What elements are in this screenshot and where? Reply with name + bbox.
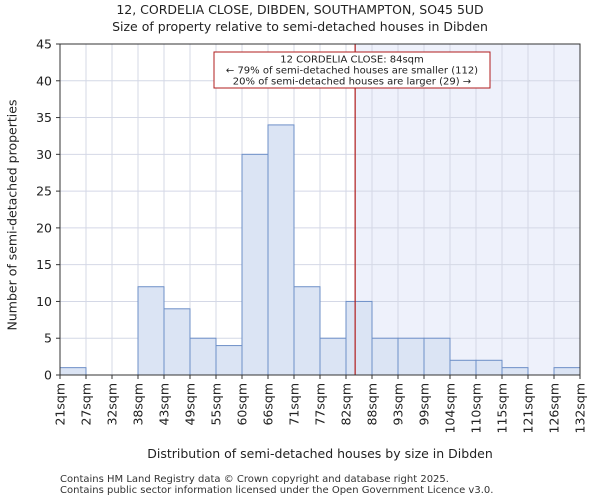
x-tick-label: 60sqm — [235, 383, 250, 426]
bar-49sqm — [189, 337, 217, 376]
y-tick-label: 30 — [36, 147, 52, 162]
x-tick-label: 71sqm — [287, 383, 302, 426]
bar-88sqm — [371, 337, 399, 376]
annotation-box — [213, 51, 491, 89]
chart-title: 12, CORDELIA CLOSE, DIBDEN, SOUTHAMPTON,… — [116, 2, 484, 17]
x-tick-label: 93sqm — [391, 383, 406, 426]
highlight-region — [355, 44, 580, 375]
bar-71sqm — [293, 286, 321, 376]
x-tick-label: 38sqm — [131, 383, 146, 426]
x-tick-label: 49sqm — [183, 383, 198, 426]
bar-55sqm — [215, 345, 243, 376]
x-tick-label: 110sqm — [469, 383, 484, 433]
x-tick-label: 126sqm — [547, 383, 562, 433]
y-tick-label: 5 — [44, 331, 52, 346]
x-tick-label: 55sqm — [209, 383, 224, 426]
bar-21sqm — [59, 367, 87, 376]
x-axis-label: Distribution of semi-detached houses by … — [147, 446, 493, 461]
x-tick-label: 82sqm — [339, 383, 354, 426]
x-tick-label: 121sqm — [521, 383, 536, 433]
y-tick-label: 35 — [36, 110, 52, 125]
bar-60sqm — [241, 153, 269, 376]
x-tick-label: 99sqm — [417, 383, 432, 426]
y-tick-label: 15 — [36, 257, 52, 272]
bar-82sqm — [345, 300, 373, 376]
x-tick-label: 88sqm — [365, 383, 380, 426]
chart-subtitle: Size of property relative to semi-detach… — [112, 19, 488, 34]
footer-line-2: Contains public sector information licen… — [60, 485, 494, 496]
bar-77sqm — [319, 337, 347, 376]
x-tick-label: 21sqm — [53, 383, 68, 426]
footer-line-1: Contains HM Land Registry data © Crown c… — [60, 474, 449, 485]
y-tick-label: 10 — [36, 294, 52, 309]
x-tick-label: 43sqm — [157, 383, 172, 426]
x-tick-label: 104sqm — [443, 383, 458, 433]
x-tick-label: 27sqm — [79, 383, 94, 426]
bar-43sqm — [163, 308, 191, 376]
annotation-line-3: 20% of semi-detached houses are larger (… — [233, 77, 471, 88]
y-tick-label: 0 — [44, 368, 52, 383]
y-tick-label: 45 — [36, 37, 52, 52]
x-tick-label: 32sqm — [105, 383, 120, 426]
bar-115sqm — [501, 367, 529, 376]
bar-110sqm — [475, 359, 503, 376]
bar-93sqm — [397, 337, 425, 376]
annotation-line-2: ← 79% of semi-detached houses are smalle… — [226, 66, 478, 77]
y-tick-label: 40 — [36, 73, 52, 88]
bar-126sqm — [553, 367, 581, 376]
bar-104sqm — [449, 359, 477, 376]
bar-99sqm — [423, 337, 451, 376]
x-tick-label: 132sqm — [573, 383, 588, 433]
y-tick-label: 25 — [36, 184, 52, 199]
x-tick-label: 115sqm — [495, 383, 510, 433]
x-tick-label: 77sqm — [313, 383, 328, 426]
bar-38sqm — [137, 286, 165, 376]
annotation-line-1: 12 CORDELIA CLOSE: 84sqm — [280, 55, 424, 66]
y-tick-label: 20 — [36, 220, 52, 235]
x-tick-label: 66sqm — [261, 383, 276, 426]
bar-66sqm — [267, 124, 295, 376]
